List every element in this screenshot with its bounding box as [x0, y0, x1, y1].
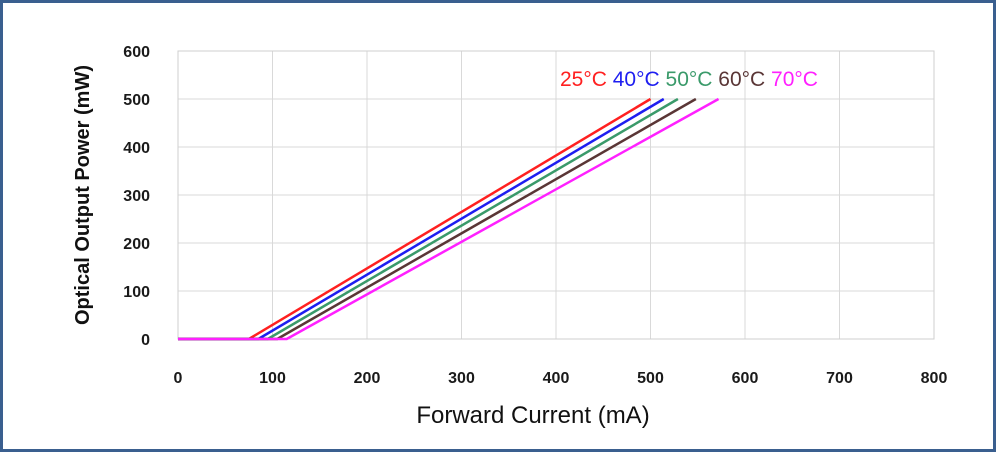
- y-axis-ticks: 0 100 200 300 400 500 600: [123, 44, 150, 349]
- y-axis-label: Optical Output Power (mW): [72, 65, 94, 325]
- legend-item: 60°C: [712, 68, 765, 91]
- legend-item: 25°C: [560, 68, 607, 91]
- series-line: [178, 97, 652, 341]
- x-tick-label: 600: [732, 370, 759, 387]
- y-tick-label: 100: [123, 284, 150, 301]
- grid: [177, 50, 935, 340]
- plot-area: [177, 50, 935, 340]
- x-axis-ticks: 0 100 200 300 400 500 600 700 800: [174, 370, 948, 387]
- legend-labels: 25°C 40°C 50°C 60°C 70°C: [560, 68, 818, 91]
- x-axis-label: Forward Current (mA): [416, 402, 649, 429]
- y-tick-label: 600: [123, 44, 150, 61]
- plot-border: [177, 50, 935, 340]
- y-tick-label: 0: [141, 332, 150, 349]
- x-tick-label: 300: [448, 370, 475, 387]
- x-tick-label: 500: [637, 370, 664, 387]
- x-tick-label: 200: [354, 370, 381, 387]
- legend-item: 70°C: [765, 68, 818, 91]
- y-tick-label: 400: [123, 140, 150, 157]
- series-line: [178, 97, 720, 341]
- y-tick-label: 300: [123, 188, 150, 205]
- legend: 25°C 40°C 50°C 60°C 70°C: [560, 68, 818, 91]
- optical-power-chart: 0 100 200 300 400 500 600 700 800 0 100 200 300 400 5…: [72, 44, 948, 429]
- legend-item: 50°C: [660, 68, 713, 91]
- x-tick-label: 800: [921, 370, 948, 387]
- series-lines: [178, 97, 720, 341]
- x-tick-label: 100: [259, 370, 286, 387]
- legend-item: 40°C: [607, 68, 660, 91]
- x-tick-label: 700: [826, 370, 853, 387]
- y-tick-label: 500: [123, 92, 150, 109]
- x-tick-label: 0: [174, 370, 183, 387]
- x-tick-label: 400: [543, 370, 570, 387]
- y-tick-label: 200: [123, 236, 150, 253]
